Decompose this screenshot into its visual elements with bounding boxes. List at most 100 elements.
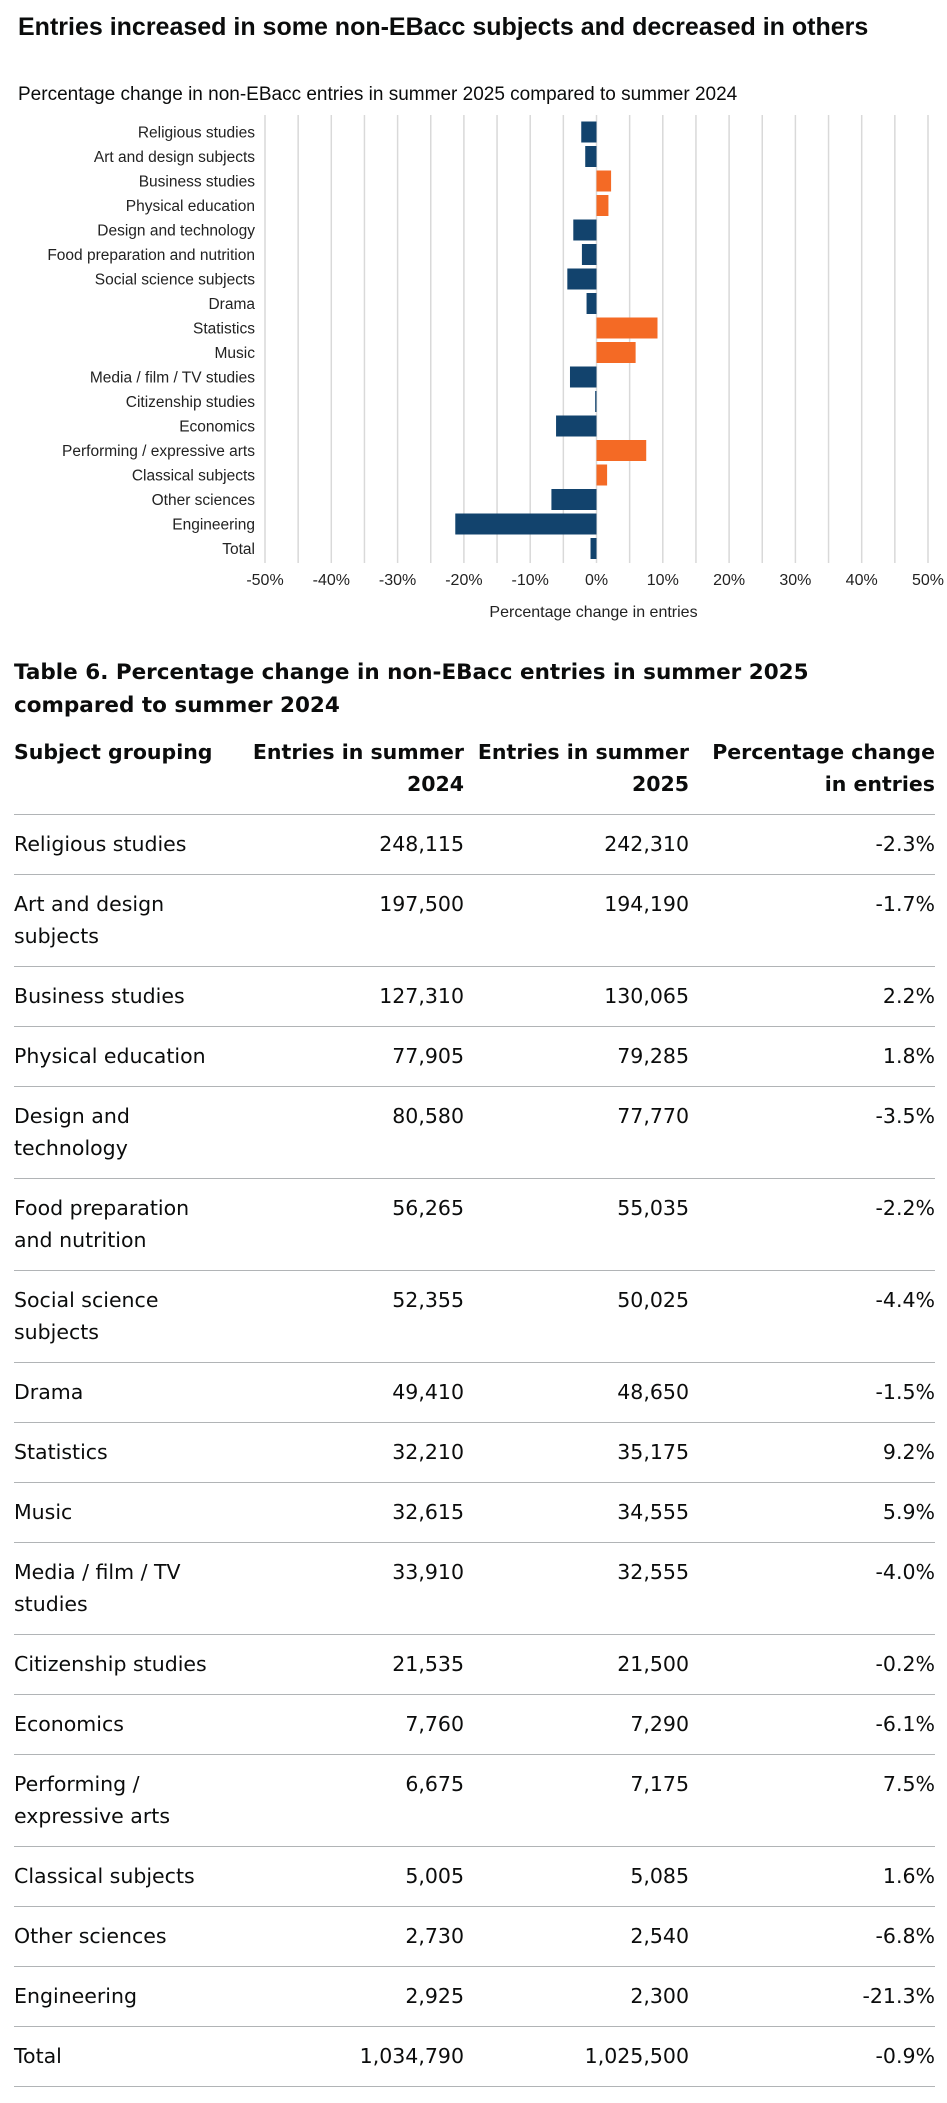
cell-entries-2024: 7,760 [239, 1694, 464, 1755]
cell-entries-2025: 5,085 [464, 1846, 689, 1907]
x-tick-label: 40% [846, 572, 878, 589]
header-entries-2024: Entries in summer 2024 [239, 736, 464, 815]
table-row: Engineering 2,925 2,300 -21.3% [14, 1966, 935, 2027]
cell-entries-2025: 21,500 [464, 1634, 689, 1695]
table-caption: Table 6. Percentage change in non-EBacc … [14, 660, 809, 718]
chart-subtitle: Percentage change in non-EBacc entries i… [18, 84, 738, 105]
bar [573, 219, 597, 241]
cell-entries-2024: 2,925 [239, 1966, 464, 2027]
x-tick-label: -20% [445, 572, 482, 589]
cell-entries-2024: 6,675 [239, 1754, 464, 1847]
category-label: Social science subjects [95, 272, 255, 289]
x-axis-title: Percentage change in entries [489, 604, 697, 621]
cell-entries-2025: 34,555 [464, 1482, 689, 1543]
cell-percentage-change: -4.4% [689, 1270, 935, 1363]
cell-percentage-change: -0.9% [689, 2026, 935, 2087]
cell-subject: Physical education [14, 1026, 239, 1087]
table-row: Citizenship studies 21,535 21,500 -0.2% [14, 1634, 935, 1695]
bar [556, 415, 597, 437]
bar [581, 244, 597, 265]
cell-entries-2025: 2,300 [464, 1966, 689, 2027]
cell-percentage-change: -6.1% [689, 1694, 935, 1755]
category-label: Statistics [193, 321, 255, 338]
cell-entries-2024: 80,580 [239, 1086, 464, 1179]
category-label: Total [222, 541, 255, 558]
category-label: Media / film / TV studies [90, 370, 255, 387]
table-row: Social science subjects 52,355 50,025 -4.4% [14, 1270, 935, 1363]
cell-subject: Drama [14, 1362, 239, 1423]
cell-percentage-change: -0.2% [689, 1634, 935, 1695]
category-label: Performing / expressive arts [62, 443, 255, 460]
cell-subject: Economics [14, 1694, 239, 1755]
cell-entries-2025: 130,065 [464, 966, 689, 1027]
cell-entries-2025: 242,310 [464, 814, 689, 875]
bar [596, 195, 609, 216]
cell-entries-2025: 50,025 [464, 1270, 689, 1363]
category-label: Engineering [172, 517, 255, 534]
bar [586, 293, 597, 314]
cell-entries-2024: 5,005 [239, 1846, 464, 1907]
bar [590, 538, 597, 559]
bar [596, 342, 636, 363]
bar [567, 268, 597, 290]
bar [569, 366, 597, 388]
cell-entries-2024: 77,905 [239, 1026, 464, 1087]
cell-percentage-change: -21.3% [689, 1966, 935, 2027]
cell-entries-2024: 1,034,790 [239, 2026, 464, 2087]
table-row: Other sciences 2,730 2,540 -6.8% [14, 1906, 935, 1967]
category-label: Classical subjects [132, 468, 255, 485]
table-header-row: Subject grouping Entries in summer 2024 … [14, 736, 935, 815]
category-label: Design and technology [97, 223, 255, 240]
cell-subject: Classical subjects [14, 1846, 239, 1907]
bar [581, 121, 597, 143]
cell-entries-2024: 32,615 [239, 1482, 464, 1543]
table-row: Media / film / TV studies 33,910 32,555 -4.… [14, 1542, 935, 1635]
cell-percentage-change: -1.5% [689, 1362, 935, 1423]
cell-percentage-change: -6.8% [689, 1906, 935, 1967]
cell-percentage-change: 7.5% [689, 1754, 935, 1847]
x-tick-label: 30% [779, 572, 811, 589]
x-tick-label: 0% [585, 572, 608, 589]
cell-entries-2024: 33,910 [239, 1542, 464, 1635]
table-row: Art and design subjects 197,500 194,190 -1.… [14, 874, 935, 967]
cell-subject: Music [14, 1482, 239, 1543]
bar [551, 489, 597, 510]
table-row: Drama 49,410 48,650 -1.5% [14, 1362, 935, 1423]
table-row: Statistics 32,210 35,175 9.2% [14, 1422, 935, 1483]
cell-percentage-change: -1.7% [689, 874, 935, 967]
x-tick-label: 20% [713, 572, 745, 589]
cell-entries-2024: 2,730 [239, 1906, 464, 1967]
cell-entries-2025: 1,025,500 [464, 2026, 689, 2087]
cell-subject: Food preparation and nutrition [14, 1178, 239, 1271]
cell-percentage-change: 5.9% [689, 1482, 935, 1543]
cell-entries-2024: 52,355 [239, 1270, 464, 1363]
header-entries-2025: Entries in summer 2025 [464, 736, 689, 815]
table-row: Design and technology 80,580 77,770 -3.5% [14, 1086, 935, 1179]
bar [585, 146, 597, 167]
x-tick-label: 50% [912, 572, 944, 589]
cell-entries-2025: 35,175 [464, 1422, 689, 1483]
category-label: Art and design subjects [94, 149, 255, 166]
bar [596, 317, 658, 339]
cell-entries-2025: 77,770 [464, 1086, 689, 1179]
category-label: Economics [179, 419, 255, 436]
table-row: Economics 7,760 7,290 -6.1% [14, 1694, 935, 1755]
x-tick-label: -40% [313, 572, 350, 589]
cell-entries-2025: 79,285 [464, 1026, 689, 1087]
cell-percentage-change: 1.6% [689, 1846, 935, 1907]
cell-percentage-change: -3.5% [689, 1086, 935, 1179]
table-row: Food preparation and nutrition 56,265 55,0… [14, 1178, 935, 1271]
x-tick-label: -10% [512, 572, 549, 589]
category-label: Religious studies [138, 125, 255, 142]
cell-percentage-change: -4.0% [689, 1542, 935, 1635]
x-tick-label: 10% [647, 572, 679, 589]
cell-percentage-change: -2.2% [689, 1178, 935, 1271]
cell-entries-2024: 56,265 [239, 1178, 464, 1271]
cell-subject: Religious studies [14, 814, 239, 875]
cell-entries-2025: 7,290 [464, 1694, 689, 1755]
table-row: Classical subjects 5,005 5,085 1.6% [14, 1846, 935, 1907]
header-percentage-change: Percentage change in entries [689, 736, 935, 815]
cell-subject: Statistics [14, 1422, 239, 1483]
cell-subject: Citizenship studies [14, 1634, 239, 1695]
data-table: Subject grouping Entries in summer 2024 … [14, 736, 935, 2087]
